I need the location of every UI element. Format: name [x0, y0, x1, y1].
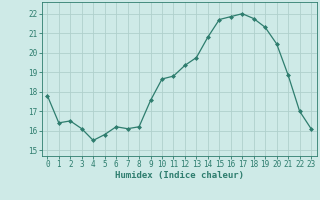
X-axis label: Humidex (Indice chaleur): Humidex (Indice chaleur): [115, 171, 244, 180]
